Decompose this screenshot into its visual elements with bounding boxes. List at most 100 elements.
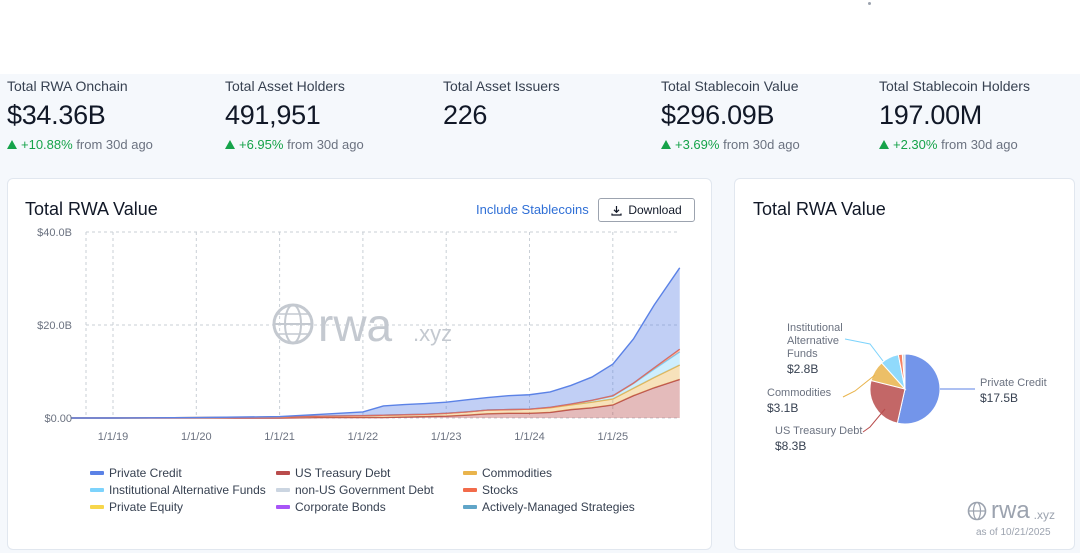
legend-item[interactable]: non-US Government Debt	[276, 483, 434, 497]
top-band	[0, 0, 1080, 74]
pie-label-name: Private Credit	[980, 377, 1047, 389]
legend-item[interactable]: Private Equity	[90, 500, 183, 514]
area-series-stocks	[71, 348, 681, 419]
up-arrow-icon	[661, 140, 671, 149]
rwa-logo: rwa .xyz	[967, 497, 1055, 525]
area-fill	[71, 379, 680, 418]
pie-slice-private-credit[interactable]	[896, 353, 941, 425]
y-tick-label: $20.0B	[37, 320, 72, 332]
legend-item[interactable]: Institutional Alternative Funds	[90, 483, 266, 497]
stat-title: Total Asset Issuers	[443, 78, 560, 94]
pie-label-value: $2.8B	[787, 362, 819, 376]
x-tick-label: 1/1/21	[264, 431, 295, 443]
stat-value: $34.36B	[7, 100, 106, 130]
legend-label: US Treasury Debt	[295, 466, 391, 480]
stat-change-suffix: from 30d ago	[287, 137, 364, 152]
legend-swatch	[463, 505, 477, 509]
x-tick-label: 1/1/24	[514, 431, 545, 443]
rwa-value-chart-card: rwa .xyz $0.00 $20.0B $40.0B 1/1/19 1/1/20 1/…	[7, 178, 712, 550]
up-arrow-icon	[879, 140, 889, 149]
stat-value: 226	[443, 100, 488, 130]
pie-label-value: $17.5B	[980, 391, 1019, 405]
rwa-pie-chart	[842, 338, 975, 433]
chart-legend: Private Credit US Treasury Debt Commodit…	[90, 466, 690, 526]
legend-item[interactable]: US Treasury Debt	[276, 466, 390, 480]
stat-change-suffix: from 30d ago	[941, 137, 1018, 152]
legend-item[interactable]: Corporate Bonds	[276, 500, 386, 514]
legend-swatch	[276, 505, 290, 509]
legend-label: Stocks	[482, 483, 519, 497]
up-arrow-icon	[225, 140, 235, 149]
legend-item[interactable]: Stocks	[463, 483, 518, 497]
x-tick-label: 1/1/25	[598, 431, 629, 443]
stat-asset-holders: Total Asset Holders 491,951 +6.95% from …	[225, 78, 435, 152]
stat-title: Total Stablecoin Holders	[879, 78, 1030, 94]
stat-change: +6.95% from 30d ago	[225, 137, 435, 152]
download-button[interactable]: Download	[598, 198, 695, 222]
area-line	[71, 348, 681, 419]
pie-label-value: $3.1B	[767, 401, 799, 415]
legend-label: Corporate Bonds	[295, 500, 386, 514]
page-dot	[868, 2, 871, 5]
x-tick-label: 1/1/19	[98, 431, 129, 443]
stat-value: $296.09B	[661, 100, 775, 130]
stat-change: +3.69% from 30d ago	[661, 137, 871, 152]
legend-swatch	[90, 488, 104, 492]
legend-swatch	[463, 471, 477, 475]
x-tick-label: 1/1/20	[181, 431, 212, 443]
stat-title: Total RWA Onchain	[7, 78, 128, 94]
stat-title: Total Stablecoin Value	[661, 78, 799, 94]
stat-stablecoin-value: Total Stablecoin Value $296.09B +3.69% f…	[661, 78, 871, 152]
pie-label-name: Institutional Alternative Funds	[787, 322, 843, 360]
stat-change-pct: +10.88%	[21, 137, 73, 152]
stat-asset-issuers: Total Asset Issuers 226	[443, 78, 653, 131]
legend-swatch	[90, 471, 104, 475]
y-tick-label: $0.00	[44, 413, 72, 425]
stat-value: 491,951	[225, 100, 321, 130]
area-series-us-treasury-debt	[71, 378, 680, 419]
legend-label: non-US Government Debt	[295, 483, 434, 497]
globe-icon	[967, 501, 987, 521]
leader-line-commodities	[842, 374, 876, 398]
logo-text: rwa	[991, 497, 1030, 524]
legend-item[interactable]: Actively-Managed Strategies	[463, 500, 635, 514]
legend-label: Institutional Alternative Funds	[109, 483, 266, 497]
as-of-date: as of 10/21/2025	[976, 527, 1051, 538]
pie-label-commodities: Commodities $3.1B	[767, 387, 831, 415]
download-icon	[611, 205, 622, 216]
area-line	[71, 378, 680, 419]
watermark-text: rwa	[318, 299, 393, 351]
area-line	[71, 267, 681, 419]
legend-swatch	[463, 488, 477, 492]
stat-change-suffix: from 30d ago	[76, 137, 153, 152]
y-tick-label: $40.0B	[37, 227, 72, 239]
legend-label: Private Equity	[109, 500, 184, 514]
legend-item[interactable]: Private Credit	[90, 466, 182, 480]
rwa-breakdown-card: Total RWA Value Private Credit $17.5B US …	[734, 178, 1075, 550]
stat-total-rwa: Total RWA Onchain $34.36B +10.88% from 3…	[7, 78, 217, 152]
stat-change-pct: +3.69%	[675, 137, 720, 152]
legend-swatch	[90, 505, 104, 509]
include-stablecoins-link[interactable]: Include Stablecoins	[476, 202, 589, 217]
pie-label-us-treasury: US Treasury Debt $8.3B	[775, 425, 862, 453]
stat-title: Total Asset Holders	[225, 78, 345, 94]
pie-card-title: Total RWA Value	[753, 199, 886, 219]
legend-item[interactable]: Commodities	[463, 466, 552, 480]
stat-change: +10.88% from 30d ago	[7, 137, 217, 152]
pie-slice-us-treasury-debt[interactable]	[869, 379, 906, 424]
pie-label-alt-funds: Institutional Alternative Funds $2.8B	[787, 322, 857, 376]
watermark-suffix: .xyz	[413, 321, 452, 346]
leader-line-us-treasury	[862, 408, 886, 433]
leader-line-alt-funds	[844, 338, 884, 362]
rwa-area-chart: rwa .xyz $0.00 $20.0B $40.0B 1/1/19 1/1/20 1/…	[37, 227, 681, 443]
stat-change-suffix: from 30d ago	[723, 137, 800, 152]
logo-suffix: .xyz	[1033, 508, 1056, 522]
x-tick-label: 1/1/23	[431, 431, 462, 443]
pie-label-name: US Treasury Debt	[775, 425, 863, 437]
stat-change-pct: +2.30%	[893, 137, 938, 152]
legend-swatch	[276, 488, 290, 492]
pie-slice-other[interactable]	[901, 353, 906, 390]
pie-label-private-credit: Private Credit $17.5B	[980, 377, 1047, 405]
pie-label-value: $8.3B	[775, 439, 807, 453]
up-arrow-icon	[7, 140, 17, 149]
